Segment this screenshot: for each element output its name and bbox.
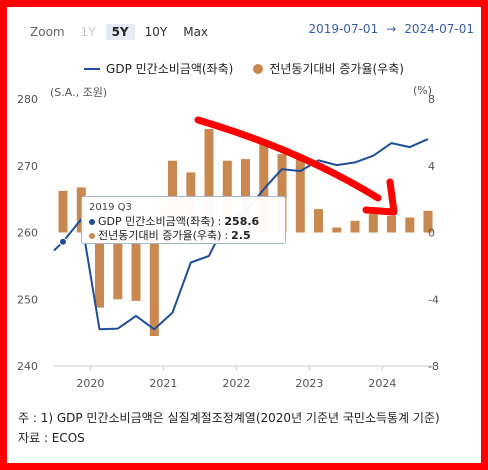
bar-2020-Q3[interactable] — [131, 232, 141, 301]
x-tick-2021: 2021 — [149, 377, 177, 390]
tooltip-row-bar: 전년동기대비 증가율(우축) : 2.5 — [89, 229, 278, 243]
bar-2023-Q3[interactable] — [350, 220, 360, 233]
legend-bar-label: 전년동기대비 증가율(우축) — [269, 62, 404, 76]
tooltip-line-value: 258.6 — [224, 215, 260, 228]
red-arrow-annotation — [194, 116, 398, 216]
legend-item-line[interactable]: GDP 민간소비금액(좌축) — [84, 60, 233, 77]
legend-bar-swatch — [253, 63, 264, 74]
tooltip-bar-dot — [89, 233, 95, 239]
right-tick-4: 4 — [428, 160, 435, 173]
left-tick-260: 260 — [17, 227, 38, 240]
red-arrow-shaft — [194, 116, 382, 202]
bar-2021-Q3[interactable] — [204, 129, 214, 233]
tooltip-bar-label: 전년동기대비 증가율(우축) — [98, 229, 222, 242]
bar-2019-Q3[interactable] — [58, 190, 68, 233]
bar-2023-Q1[interactable] — [314, 209, 323, 233]
footnote-line-1: 주 : 1) GDP 민간소비금액은 실질계절조정계열(2020년 기준년 국민… — [18, 411, 440, 425]
left-tick-240: 240 — [17, 360, 38, 373]
bar-2020-Q4[interactable] — [149, 232, 159, 337]
left-tick-250: 250 — [17, 293, 38, 306]
date-range-arrow: → — [386, 22, 397, 36]
legend-item-bar[interactable]: 전년동기대비 증가율(우축) — [253, 60, 404, 77]
bar-2020-Q2[interactable] — [113, 232, 123, 300]
x-tick-2022: 2022 — [222, 377, 250, 390]
footnote: 주 : 1) GDP 민간소비금액은 실질계절조정계열(2020년 기준년 국민… — [18, 408, 440, 448]
right-tick-0: 0 — [428, 227, 435, 240]
right-tick-8: 8 — [428, 93, 435, 106]
date-range-start[interactable]: 2019-07-01 — [308, 22, 379, 36]
left-tick-270: 270 — [17, 160, 38, 173]
bar-2022-Q3[interactable] — [277, 154, 287, 233]
date-range: 2019-07-01 → 2024-07-01 — [308, 22, 474, 36]
zoom-1y-button[interactable]: 1Y — [80, 25, 96, 39]
legend-line-label: GDP 민간소비금액(좌축) — [106, 62, 234, 76]
left-axis-unit: (S.A., 조원) — [50, 86, 108, 99]
tooltip-line-label: GDP 민간소비금액(좌축) — [98, 215, 215, 228]
bar-2024-Q2[interactable] — [405, 217, 415, 233]
x-axis-ticks: 2020 2021 2022 2023 2024 — [76, 366, 396, 390]
x-tick-2024: 2024 — [368, 377, 396, 390]
zoom-5y-button[interactable]: 5Y — [105, 24, 135, 40]
bar-2022-Q1[interactable] — [241, 159, 250, 233]
left-axis-ticks: 240 250 260 270 280 — [17, 93, 38, 373]
zoom-label: Zoom — [30, 25, 65, 39]
date-range-end[interactable]: 2024-07-01 — [404, 22, 474, 36]
right-axis-unit: (%) — [413, 84, 433, 97]
red-arrow-head — [362, 178, 398, 216]
zoom-10y-button[interactable]: 10Y — [144, 25, 168, 39]
chart-tooltip: 2019 Q3 GDP 민간소비금액(좌축) : 258.6 전년동기대비 증가… — [81, 196, 286, 244]
bar-2023-Q4[interactable] — [368, 214, 378, 233]
right-tick--4: -4 — [428, 293, 439, 306]
tooltip-line-dot — [89, 219, 95, 225]
zoom-max-button[interactable]: Max — [183, 25, 209, 39]
legend-line-swatch — [84, 67, 101, 70]
x-tick-2023: 2023 — [295, 377, 323, 390]
left-tick-280: 280 — [17, 93, 38, 106]
tooltip-row-line: GDP 민간소비금액(좌축) : 258.6 — [89, 215, 278, 229]
zoom-bar: Zoom 1Y 5Y 10Y Max — [30, 22, 214, 42]
footnote-line-2: 자료 : ECOS — [18, 431, 85, 445]
bar-2022-Q4[interactable] — [295, 155, 305, 233]
chart-legend: GDP 민간소비금액(좌축) 전년동기대비 증가율(우축) — [0, 60, 488, 77]
x-tick-2020: 2020 — [76, 377, 104, 390]
bar-2020-Q1[interactable] — [95, 232, 104, 308]
bar-2023-Q2[interactable] — [332, 227, 342, 233]
tooltip-title: 2019 Q3 — [89, 202, 132, 213]
bar-2024-Q3[interactable] — [423, 210, 433, 233]
tooltip-bar-value: 2.5 — [231, 229, 251, 242]
bar-2024-Q1[interactable] — [387, 215, 396, 233]
line-point-hovered[interactable] — [59, 237, 67, 246]
